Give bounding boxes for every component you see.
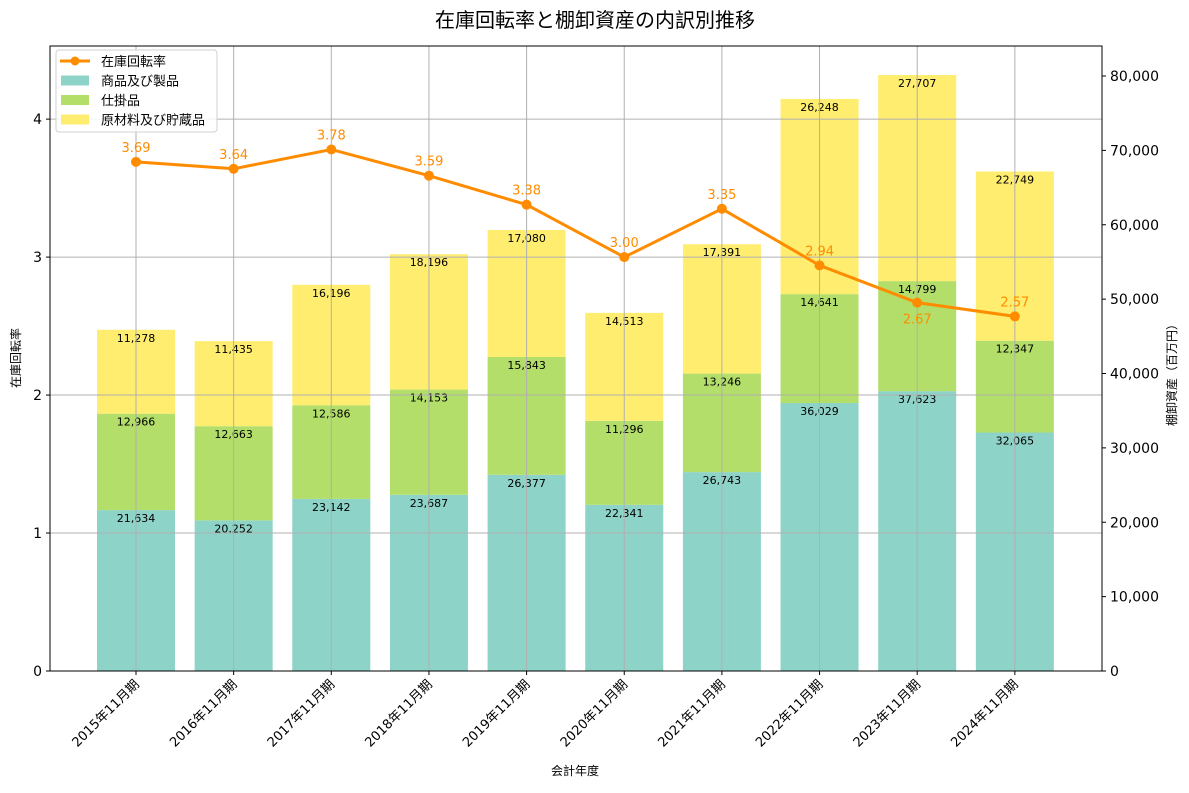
turnover-line-path: [135, 147, 1016, 318]
legend-label: 原材料及び貯蔵品: [101, 114, 205, 129]
x-tick-label: 2018年11月期: [362, 677, 435, 750]
turnover-data-label: 3.69: [122, 141, 151, 156]
turnover-data-label: 2.67: [903, 313, 932, 328]
x-tick-label: 2023年11月期: [851, 677, 924, 750]
turnover-point: [131, 156, 141, 167]
turnover-point: [814, 260, 825, 271]
x-tick-label: 2022年11月期: [753, 677, 826, 750]
y-right-tick-label: 80,000: [1110, 69, 1159, 85]
turnover-point: [521, 199, 532, 210]
x-tick-label: 2021年11月期: [655, 677, 728, 750]
turnover-data-label: 2.57: [1000, 295, 1029, 310]
turnover-data-label: 3.78: [317, 128, 346, 143]
turnover-point: [1009, 311, 1020, 322]
legend-swatch: [61, 95, 89, 105]
turnover-data-label: 3.35: [707, 188, 736, 203]
x-tick-label: 2015年11月期: [70, 677, 143, 750]
y-right-tick-label: 30,000: [1110, 441, 1159, 457]
y-left-tick-label: 4: [33, 112, 42, 128]
y-right-tick-label: 60,000: [1110, 218, 1159, 234]
y-axis-right-label: 棚卸資産（百万円）: [1164, 318, 1179, 426]
y-left-tick-label: 2: [33, 388, 42, 404]
legend-label: 在庫回転率: [101, 54, 166, 70]
legend-label: 商品及び製品: [101, 75, 179, 90]
turnover-point: [619, 252, 630, 263]
plot-frame: [49, 45, 1103, 672]
y-left-tick-label: 3: [33, 250, 42, 266]
turnover-data-label: 2.94: [805, 244, 834, 259]
turnover-line: 3.69 3.64 3.78 3.59 3.38 3.00 3.35 2.94 2.67 2.57: [122, 128, 1030, 327]
y-right-tick-label: 70,000: [1110, 143, 1159, 159]
x-tick-label: 2019年11月期: [460, 677, 533, 750]
turnover-point: [423, 170, 434, 181]
x-tick-label: 2024年11月期: [948, 677, 1021, 750]
y-right-tick-label: 40,000: [1110, 367, 1159, 383]
bars: 21,63412,96611,27820,25212,66311,43523,1…: [50, 46, 1102, 672]
y-right-tick-label: 10,000: [1110, 590, 1159, 606]
turnover-data-label: 3.59: [414, 155, 443, 170]
y-right-tick-label: 50,000: [1110, 292, 1159, 308]
chart-title: 在庫回転率と棚卸資産の内訳別推移: [435, 8, 755, 32]
y-right-tick-label: 0: [1110, 664, 1119, 680]
turnover-point: [912, 297, 923, 308]
x-tick-label: 2016年11月期: [167, 677, 240, 750]
y-right-tick-label: 20,000: [1110, 515, 1159, 531]
turnover-data-label: 3.64: [219, 148, 248, 163]
x-tick-label: 2020年11月期: [558, 677, 631, 750]
legend-swatch: [61, 114, 89, 125]
legend-swatch: [61, 75, 89, 86]
legend-marker: [70, 56, 80, 66]
legend-box: [55, 49, 218, 133]
turnover-data-label: 3.00: [610, 236, 639, 251]
x-axis-label: 会計年度: [551, 763, 599, 778]
turnover-point: [228, 163, 239, 174]
turnover-point: [716, 203, 727, 214]
turnover-point: [326, 144, 337, 155]
legend-label: 仕掛品: [101, 94, 140, 109]
y-left-tick-label: 0: [33, 664, 42, 680]
turnover-data-label: 3.38: [512, 184, 541, 199]
x-tick-label: 2017年11月期: [265, 677, 338, 750]
y-axis-left-label: 在庫回転率: [8, 328, 23, 388]
y-left-tick-label: 1: [33, 526, 42, 542]
